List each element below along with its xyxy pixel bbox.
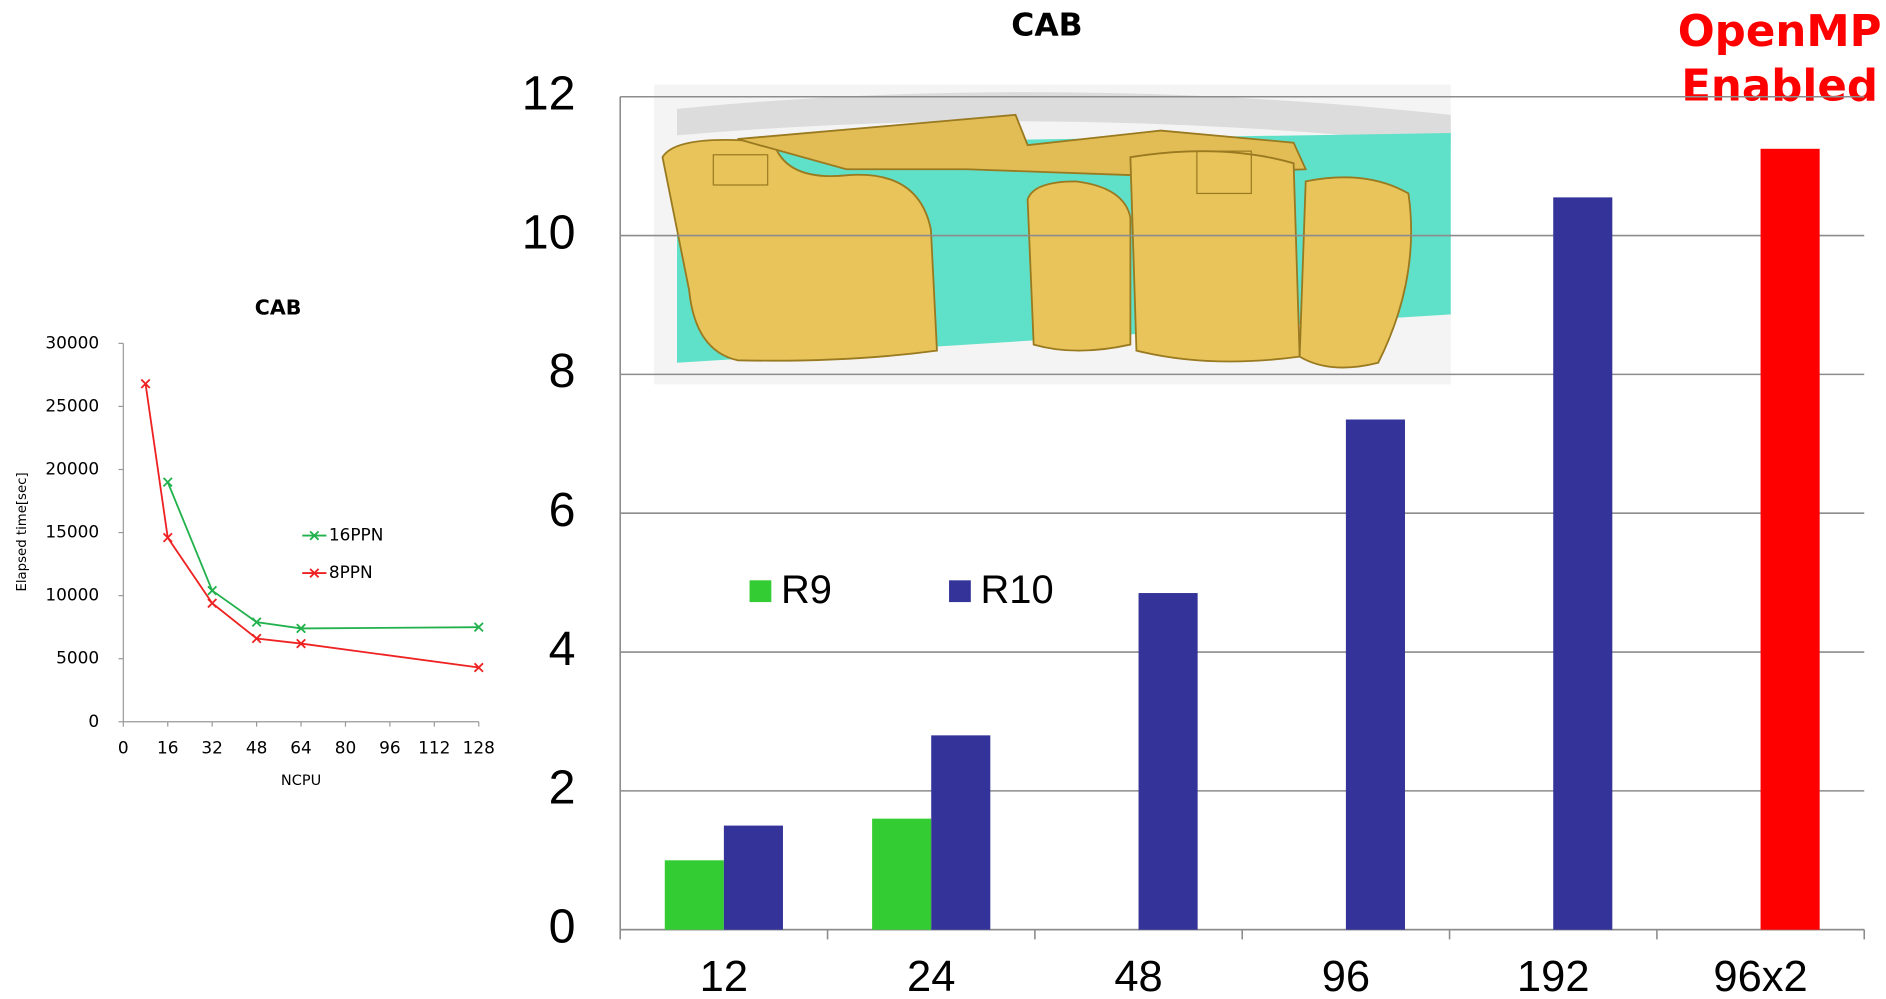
y-tick-label: 30000	[45, 332, 99, 352]
y-tick-label: 10	[522, 205, 576, 259]
legend-label: 16PPN	[329, 525, 384, 545]
point-marker	[473, 622, 484, 633]
legend-label: R10	[980, 568, 1053, 612]
bar	[664, 860, 724, 930]
x-tick-label: 0	[118, 737, 129, 757]
y-axis-label: Elapsed time[sec]	[15, 472, 30, 591]
x-tick-label: 64	[290, 737, 312, 757]
annotation: OpenMP	[1678, 7, 1882, 57]
point-marker	[140, 378, 151, 389]
x-tick-label: 16	[157, 737, 179, 757]
y-tick-label: 15000	[45, 522, 99, 542]
y-tick-label: 6	[549, 483, 576, 537]
y-tick-label: 8	[549, 344, 576, 398]
y-tick-label: 0	[549, 899, 576, 953]
x-axis-label: NCPU	[281, 773, 321, 789]
x-tick-label: 96x2	[1713, 953, 1807, 999]
annotation: Enabled	[1681, 61, 1878, 111]
point-marker	[296, 638, 306, 649]
y-tick-label: 20000	[45, 458, 99, 478]
x-tick-label: 48	[246, 737, 268, 757]
point-marker	[473, 662, 484, 673]
x-tick-label: 24	[907, 953, 955, 999]
bar	[1345, 419, 1405, 930]
y-tick-label: 2	[549, 761, 576, 815]
chart-title: CAB	[1011, 8, 1082, 44]
point-marker	[296, 623, 306, 634]
x-tick-label: 128	[463, 737, 495, 757]
bar	[872, 818, 932, 930]
legend-label: R9	[781, 568, 832, 612]
bar	[1138, 593, 1198, 930]
legend-label: 8PPN	[329, 562, 373, 582]
x-tick-label: 32	[201, 737, 223, 757]
point-marker	[162, 532, 173, 543]
point-marker	[207, 598, 218, 609]
point-marker	[251, 617, 262, 627]
bar	[1553, 197, 1613, 930]
x-tick-label: 48	[1114, 953, 1162, 999]
x-tick-label: 96	[1322, 953, 1370, 999]
point-marker	[207, 585, 218, 596]
y-tick-label: 5000	[56, 648, 99, 668]
x-tick-label: 12	[700, 953, 748, 999]
bar	[1760, 148, 1820, 930]
legend-swatch	[949, 580, 971, 603]
point-marker	[162, 477, 173, 487]
x-tick-label: 96	[379, 737, 401, 757]
y-tick-label: 12	[522, 66, 576, 120]
legend-marker	[309, 530, 320, 541]
x-tick-label: 80	[335, 737, 357, 757]
legend-marker	[309, 568, 320, 578]
x-tick-label: 192	[1517, 953, 1590, 999]
y-tick-label: 4	[549, 622, 576, 676]
car-picture	[654, 84, 1451, 385]
point-marker	[251, 633, 262, 644]
legend-swatch	[749, 580, 772, 603]
series-line	[144, 383, 479, 669]
y-tick-label: 25000	[45, 395, 99, 415]
y-tick-label: 10000	[45, 585, 99, 605]
chart-title: CAB	[255, 295, 302, 319]
y-tick-label: 0	[88, 711, 99, 731]
bar	[931, 735, 991, 930]
x-tick-label: 112	[418, 737, 450, 757]
bar	[723, 825, 783, 930]
